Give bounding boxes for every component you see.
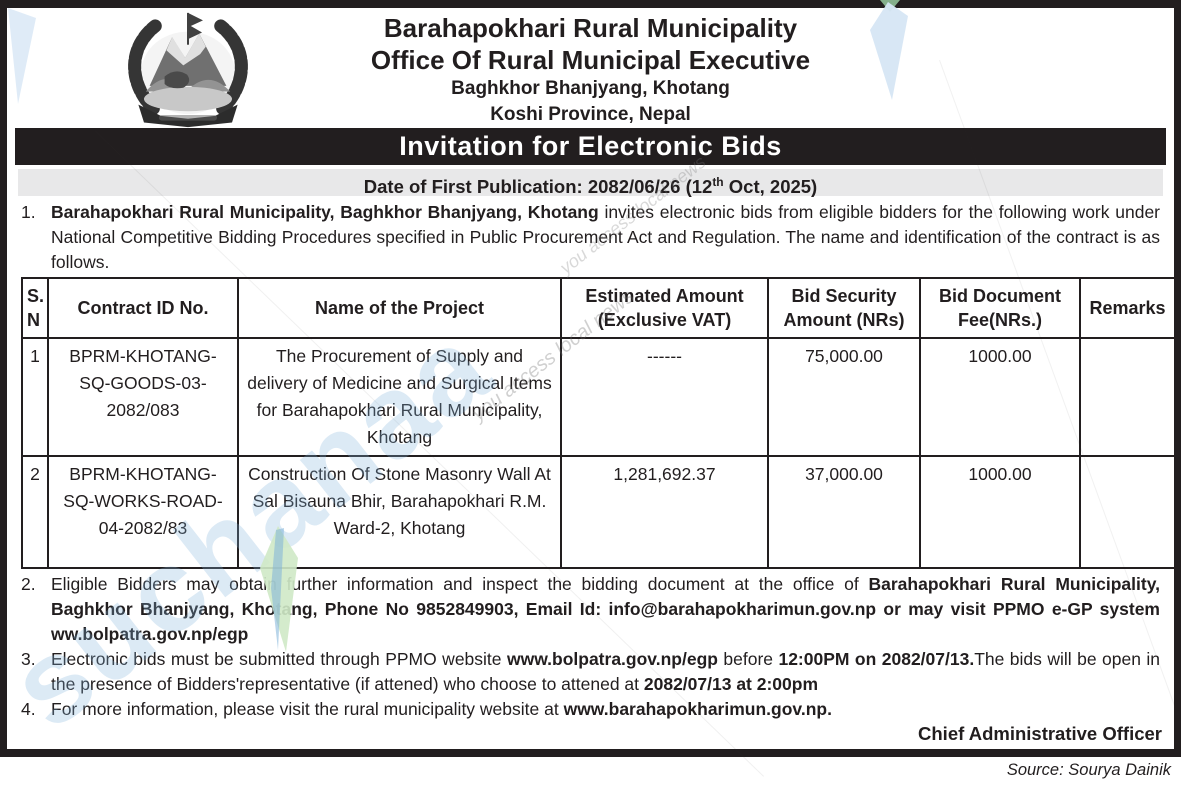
- signatory-title: Chief Administrative Officer: [918, 723, 1162, 744]
- clause-3-seg3: The bids will be open in the presence of…: [51, 649, 1160, 694]
- col-header-remarks: Remarks: [1079, 277, 1176, 339]
- notice-border-frame: Barahapokhari Rural Municipality Office …: [0, 0, 1181, 757]
- clause-3-opening-bold: 2082/07/13 at 2:00pm: [643, 674, 819, 694]
- clause-3: 3. Electronic bids must be submitted thr…: [7, 647, 1174, 697]
- publication-date-prefix: Date of First Publication: 2082/06/26 (1…: [363, 176, 713, 198]
- cell-remarks: [1079, 337, 1176, 457]
- table-row: 2 BPRM-KHOTANG-SQ-WORKS-ROAD-04-2082/83 …: [21, 455, 1176, 569]
- col-header-project-name: Name of the Project: [237, 277, 562, 339]
- source-credit: Source: Sourya Dainik: [1006, 761, 1171, 779]
- clause-3-deadline-bold: 12:00PM on 2082/07/13.: [778, 649, 975, 669]
- clause-list: 2. Eligible Bidders may obtain further i…: [7, 572, 1174, 722]
- clause-4: 4. For more information, please visit th…: [7, 697, 1174, 722]
- ordinal-superscript: th: [712, 175, 724, 189]
- cell-estimated-amount: 1,281,692.37: [560, 455, 769, 569]
- cell-sn: 1: [21, 337, 49, 457]
- clause-1-number: 1.: [21, 202, 36, 222]
- clause-4-website-bold: www.barahapokharimun.gov.np.: [563, 699, 832, 719]
- clause-2-body: Eligible Bidders may obtain further info…: [51, 574, 869, 594]
- clause-3-seg2: before: [717, 649, 779, 669]
- clause-1: 1. Barahapokhari Rural Municipality, Bag…: [7, 200, 1174, 275]
- clause-1-text: Barahapokhari Rural Municipality, Baghkh…: [51, 200, 1160, 275]
- cell-document-fee: 1000.00: [919, 337, 1081, 457]
- municipality-emblem: [113, 11, 263, 129]
- cell-document-fee: 1000.00: [919, 455, 1081, 569]
- cell-project-name: The Procurement of Supply and delivery o…: [237, 337, 562, 457]
- col-header-sn: S.N: [21, 277, 49, 339]
- clause-3-text: Electronic bids must be submitted throug…: [51, 647, 1160, 697]
- publication-date-bar: Date of First Publication: 2082/06/26 (1…: [18, 169, 1163, 198]
- office-name: Office Of Rural Municipal Executive: [370, 45, 811, 75]
- clause-2-number: 2.: [21, 574, 36, 594]
- cell-project-name: Construction Of Stone Masonry Wall At Sa…: [237, 455, 562, 569]
- col-header-bid-security: Bid Security Amount (NRs): [767, 277, 921, 339]
- clause-4-text: For more information, please visit the r…: [51, 697, 1160, 722]
- notice-title-banner: Invitation for Electronic Bids: [15, 128, 1166, 165]
- bid-table: S.N Contract ID No. Name of the Project …: [21, 277, 1176, 569]
- notice-title: Invitation for Electronic Bids: [399, 131, 782, 161]
- nepal-emblem-icon: [128, 12, 248, 128]
- municipality-name: Barahapokhari Rural Municipality: [383, 13, 798, 43]
- province-line: Koshi Province, Nepal: [490, 104, 691, 125]
- clause-3-seg1: Electronic bids must be submitted throug…: [51, 649, 507, 669]
- cell-remarks: [1079, 455, 1176, 569]
- bid-table-header-row: S.N Contract ID No. Name of the Project …: [21, 277, 1176, 339]
- clause-1-body: invites electronic bids from eligible bi…: [51, 202, 1161, 272]
- clause-1-bold-lead: Barahapokhari Rural Municipality, Baghkh…: [51, 202, 599, 222]
- notice-header: Barahapokhari Rural Municipality Office …: [7, 8, 1174, 128]
- cell-bid-security: 75,000.00: [767, 337, 921, 457]
- header-text-block: Barahapokhari Rural Municipality Office …: [7, 8, 1174, 128]
- cell-sn: 2: [21, 455, 49, 569]
- clause-4-number: 4.: [21, 699, 36, 719]
- clause-3-number: 3.: [21, 649, 36, 669]
- clause-4-seg1: For more information, please visit the r…: [51, 699, 564, 719]
- clause-2-text: Eligible Bidders may obtain further info…: [51, 572, 1160, 647]
- cell-bid-security: 37,000.00: [767, 455, 921, 569]
- col-header-estimated-amount: Estimated Amount (Exclusive VAT): [560, 277, 769, 339]
- clause-2: 2. Eligible Bidders may obtain further i…: [7, 572, 1174, 647]
- col-header-document-fee: Bid Document Fee(NRs.): [919, 277, 1081, 339]
- clause-2-bold: Barahapokhari Rural Municipality, Baghkh…: [51, 574, 1160, 644]
- clause-3-url-bold: www.bolpatra.gov.np/egp: [506, 649, 718, 669]
- table-row: 1 BPRM-KHOTANG-SQ-GOODS-03-2082/083 The …: [21, 337, 1176, 457]
- cell-estimated-amount: ------: [560, 337, 769, 457]
- cell-contract-id: BPRM-KHOTANG-SQ-GOODS-03-2082/083: [47, 337, 239, 457]
- cell-contract-id: BPRM-KHOTANG-SQ-WORKS-ROAD-04-2082/83: [47, 455, 239, 569]
- address-line: Baghkhor Bhanjyang, Khotang: [451, 78, 730, 99]
- publication-date-suffix: Oct, 2025): [723, 176, 818, 198]
- col-header-contract-id: Contract ID No.: [47, 277, 239, 339]
